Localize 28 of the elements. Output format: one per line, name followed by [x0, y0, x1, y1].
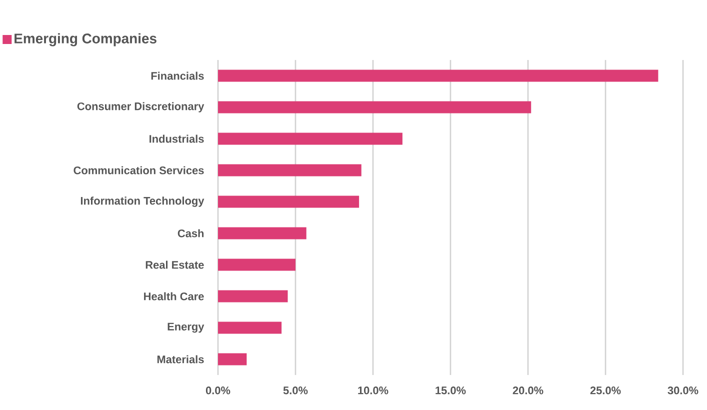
- y-tick-label: Information Technology: [80, 196, 204, 207]
- y-tick-label: Energy: [168, 322, 204, 333]
- y-tick-label: Cash: [178, 229, 204, 238]
- bar: [218, 353, 247, 366]
- bar: [218, 164, 362, 176]
- y-tick-label: Health Care: [144, 292, 204, 300]
- bar: [218, 196, 360, 208]
- y-tick-label: Industrials: [150, 134, 204, 143]
- x-tick-label: 10.0%: [358, 386, 388, 394]
- bar: [218, 227, 306, 240]
- bar: [218, 322, 282, 334]
- y-tick-label: Materials: [157, 355, 204, 364]
- y-tick-label: Communication Services: [74, 166, 204, 174]
- bar: [218, 258, 296, 271]
- bar: [218, 290, 288, 302]
- x-tick-label: 25.0%: [590, 386, 621, 394]
- bar: [218, 132, 402, 145]
- x-tick-label: 0.0%: [206, 386, 230, 394]
- x-tick-label: 30.0%: [668, 386, 698, 394]
- x-tick-label: 5.0%: [283, 386, 308, 394]
- bar: [218, 101, 532, 114]
- y-tick-label: Consumer Discretionary: [77, 102, 204, 112]
- x-tick-label: 15.0%: [436, 386, 466, 394]
- bar: [218, 70, 658, 82]
- legend-label: Emerging Companies: [14, 33, 156, 46]
- y-tick-label: Real Estate: [146, 260, 204, 269]
- y-tick-label: Financials: [151, 72, 204, 80]
- x-tick-label: 20.0%: [512, 386, 544, 394]
